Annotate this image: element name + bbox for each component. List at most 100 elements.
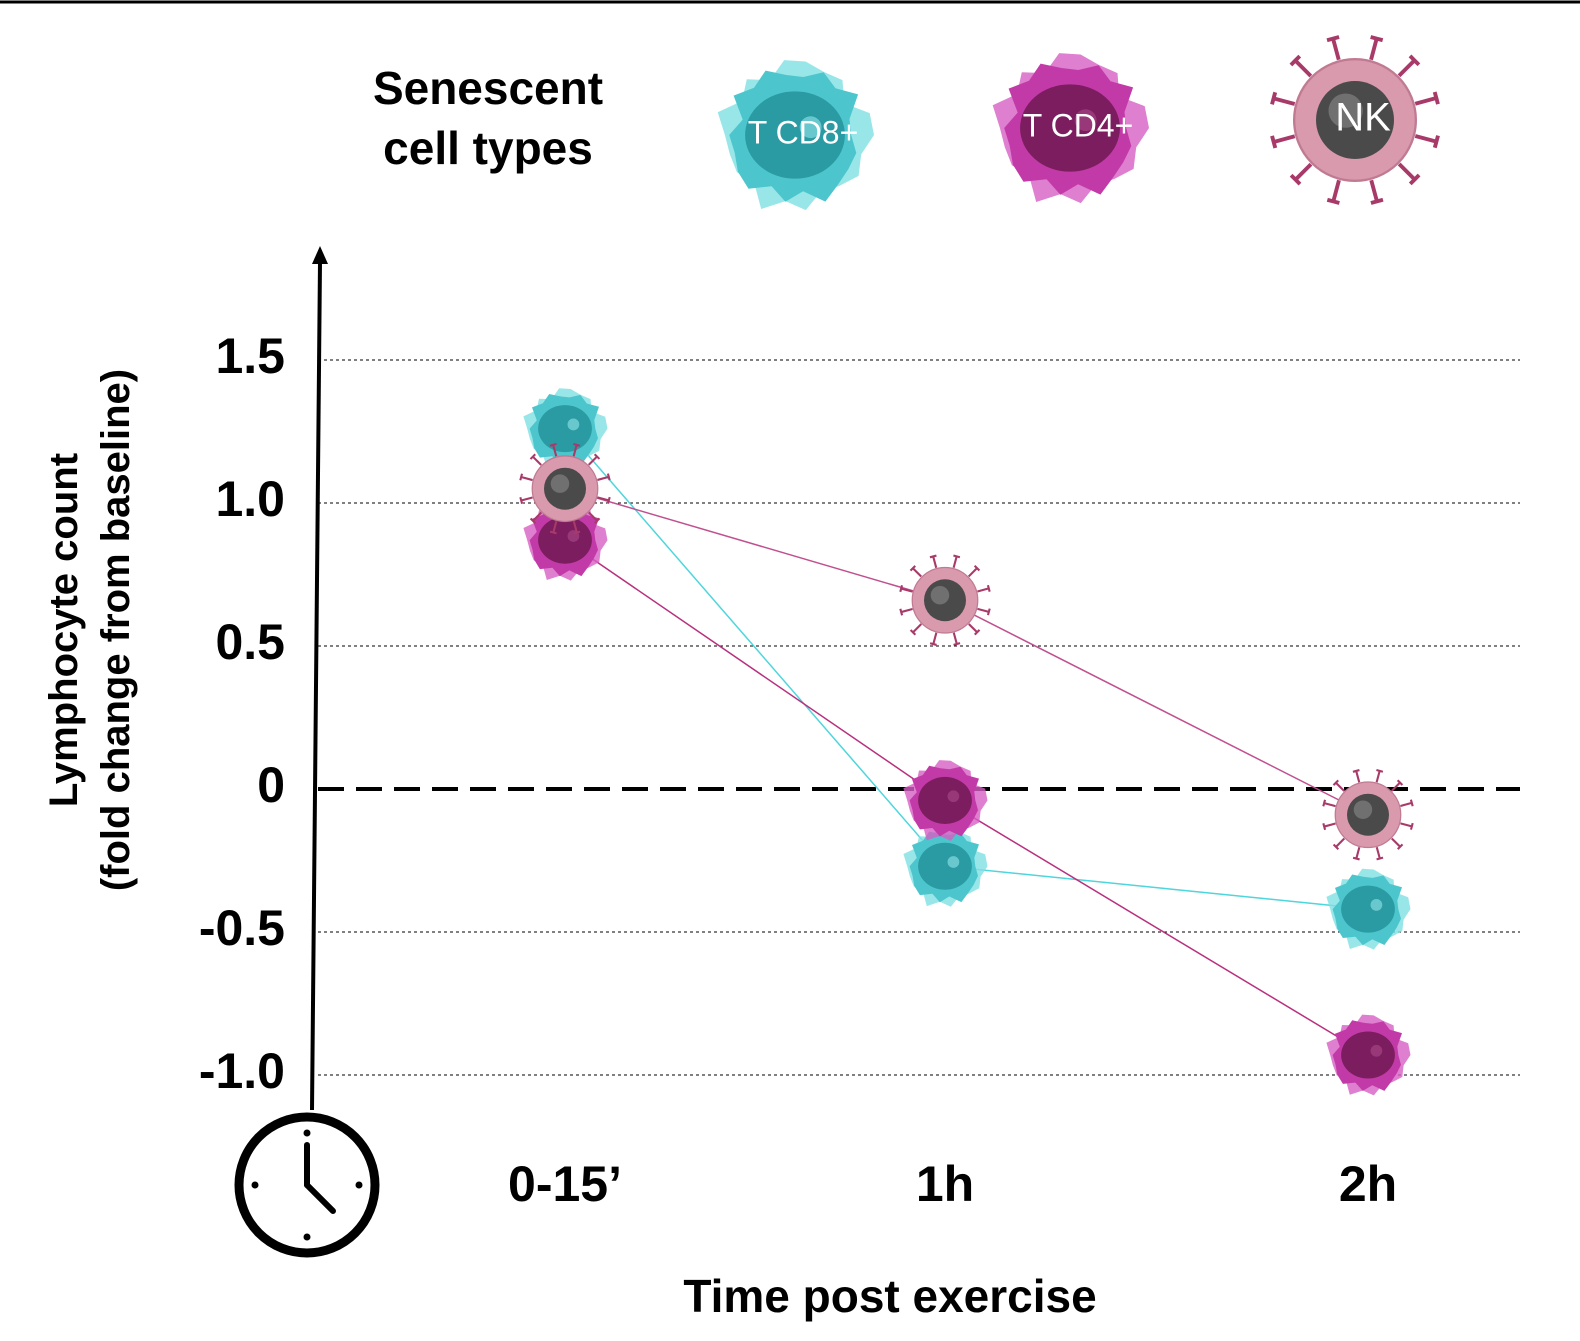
nk-spike-tip bbox=[549, 443, 557, 447]
nk-spike-tip bbox=[1408, 173, 1421, 186]
nk-spike bbox=[967, 567, 978, 578]
nk-spike-tip bbox=[1289, 54, 1302, 67]
nk-spike bbox=[912, 623, 923, 634]
nk-spike bbox=[532, 455, 542, 466]
nk-spike bbox=[1375, 846, 1381, 859]
x-tick-label: 1h bbox=[916, 1156, 974, 1212]
nk-spike-tip bbox=[519, 497, 524, 505]
nk-spike bbox=[520, 476, 533, 482]
nk-spike-tip bbox=[594, 517, 601, 524]
cell-highlight bbox=[1370, 1044, 1383, 1057]
nk-spike-tip bbox=[1408, 54, 1421, 67]
nk-spike bbox=[912, 567, 922, 578]
nk-spike bbox=[1414, 96, 1437, 106]
cell-highlight bbox=[550, 474, 570, 493]
nk-spike-tip bbox=[519, 473, 524, 481]
clock-dot bbox=[355, 1181, 363, 1189]
series-line bbox=[564, 487, 1369, 816]
nk-spike-tip bbox=[1322, 799, 1327, 807]
nk-spike bbox=[1355, 770, 1361, 783]
nk-spike bbox=[1355, 846, 1361, 859]
nk-spike bbox=[900, 587, 913, 593]
nk-spike-tip bbox=[529, 453, 536, 460]
y-axis bbox=[310, 261, 322, 1111]
nk-spike-tip bbox=[899, 608, 904, 616]
nk-spike bbox=[977, 607, 990, 613]
nk-spike-tip bbox=[1409, 822, 1414, 830]
nk-spike bbox=[1369, 179, 1379, 202]
nk-spike bbox=[952, 556, 958, 569]
legend-item: NK bbox=[1270, 35, 1440, 205]
nk-spike-tip bbox=[953, 554, 961, 559]
legend-item: T CD4+ bbox=[992, 53, 1149, 204]
cell-nucleus bbox=[1341, 885, 1395, 933]
nk-spike-tip bbox=[606, 496, 611, 504]
nk-spike-tip bbox=[973, 564, 981, 572]
y-tick-label: -0.5 bbox=[199, 900, 285, 956]
nk-spike bbox=[900, 607, 913, 614]
nk-spike bbox=[1400, 822, 1413, 828]
nk-spike-tip bbox=[1352, 769, 1360, 773]
data-marker bbox=[899, 554, 991, 646]
nk-spike-tip bbox=[1322, 823, 1327, 831]
nk-spike bbox=[587, 455, 598, 466]
x-tick-label: 2h bbox=[1339, 1156, 1397, 1212]
y-tick-label: 1.0 bbox=[215, 471, 285, 527]
y-tick-label: 1.5 bbox=[215, 328, 285, 384]
cell-highlight bbox=[1328, 93, 1363, 128]
cell-nucleus bbox=[918, 776, 972, 824]
nk-spike bbox=[932, 632, 938, 645]
nk-spike-tip bbox=[1332, 843, 1340, 850]
legend-item: T CD8+ bbox=[717, 60, 874, 211]
nk-spike-tip bbox=[1396, 779, 1404, 786]
nk-spike-tip bbox=[1432, 91, 1440, 105]
cell-nucleus bbox=[1341, 1031, 1395, 1079]
nk-spike-tip bbox=[1376, 856, 1384, 861]
x-axis-label: Time post exercise bbox=[683, 1270, 1096, 1322]
nk-spike bbox=[968, 623, 978, 634]
nk-spike-tip bbox=[549, 530, 557, 535]
nk-spike bbox=[597, 496, 610, 502]
nk-spike bbox=[1335, 837, 1346, 848]
y-tick-label: 0 bbox=[257, 757, 285, 813]
cell-highlight bbox=[947, 790, 960, 803]
nk-spike-tip bbox=[1326, 197, 1340, 205]
nk-spike-tip bbox=[1432, 135, 1440, 149]
cell-nucleus bbox=[538, 516, 592, 564]
nk-spike-tip bbox=[1332, 779, 1339, 786]
nk-spike-tip bbox=[929, 554, 937, 559]
nk-spike bbox=[520, 496, 533, 502]
nk-spike-tip bbox=[1370, 197, 1384, 205]
nk-spike bbox=[1390, 781, 1401, 792]
nk-spike bbox=[572, 520, 578, 533]
x-tick-label: 0-15’ bbox=[508, 1156, 622, 1212]
clock-dot bbox=[251, 1181, 259, 1189]
nk-spike bbox=[977, 587, 990, 593]
clock-face bbox=[234, 1112, 380, 1258]
data-marker bbox=[903, 760, 988, 841]
nk-spike-tip bbox=[1289, 173, 1302, 186]
clock-icon bbox=[234, 1112, 380, 1258]
nk-spike bbox=[932, 556, 938, 569]
nk-spike bbox=[1273, 96, 1296, 106]
nk-spike-tip bbox=[909, 629, 917, 636]
cell-highlight bbox=[947, 856, 960, 868]
nk-spike bbox=[1294, 162, 1313, 182]
nk-spike-tip bbox=[953, 642, 961, 646]
data-marker bbox=[519, 442, 611, 535]
legend-title: Senescent cell types bbox=[372, 62, 604, 174]
legend-label: NK bbox=[1335, 96, 1391, 140]
nk-spike-tip bbox=[909, 565, 916, 572]
nk-spike bbox=[588, 511, 598, 522]
nk-spike-tip bbox=[1376, 769, 1384, 773]
nk-spike bbox=[952, 632, 958, 645]
data-marker bbox=[1326, 868, 1411, 950]
nk-spike bbox=[1375, 770, 1381, 783]
nk-spike bbox=[572, 444, 578, 457]
cell-highlight bbox=[1074, 109, 1097, 132]
legend-label: T CD4+ bbox=[1023, 107, 1134, 143]
legend-label: T CD8+ bbox=[748, 114, 859, 150]
nk-spike-tip bbox=[1397, 843, 1404, 850]
